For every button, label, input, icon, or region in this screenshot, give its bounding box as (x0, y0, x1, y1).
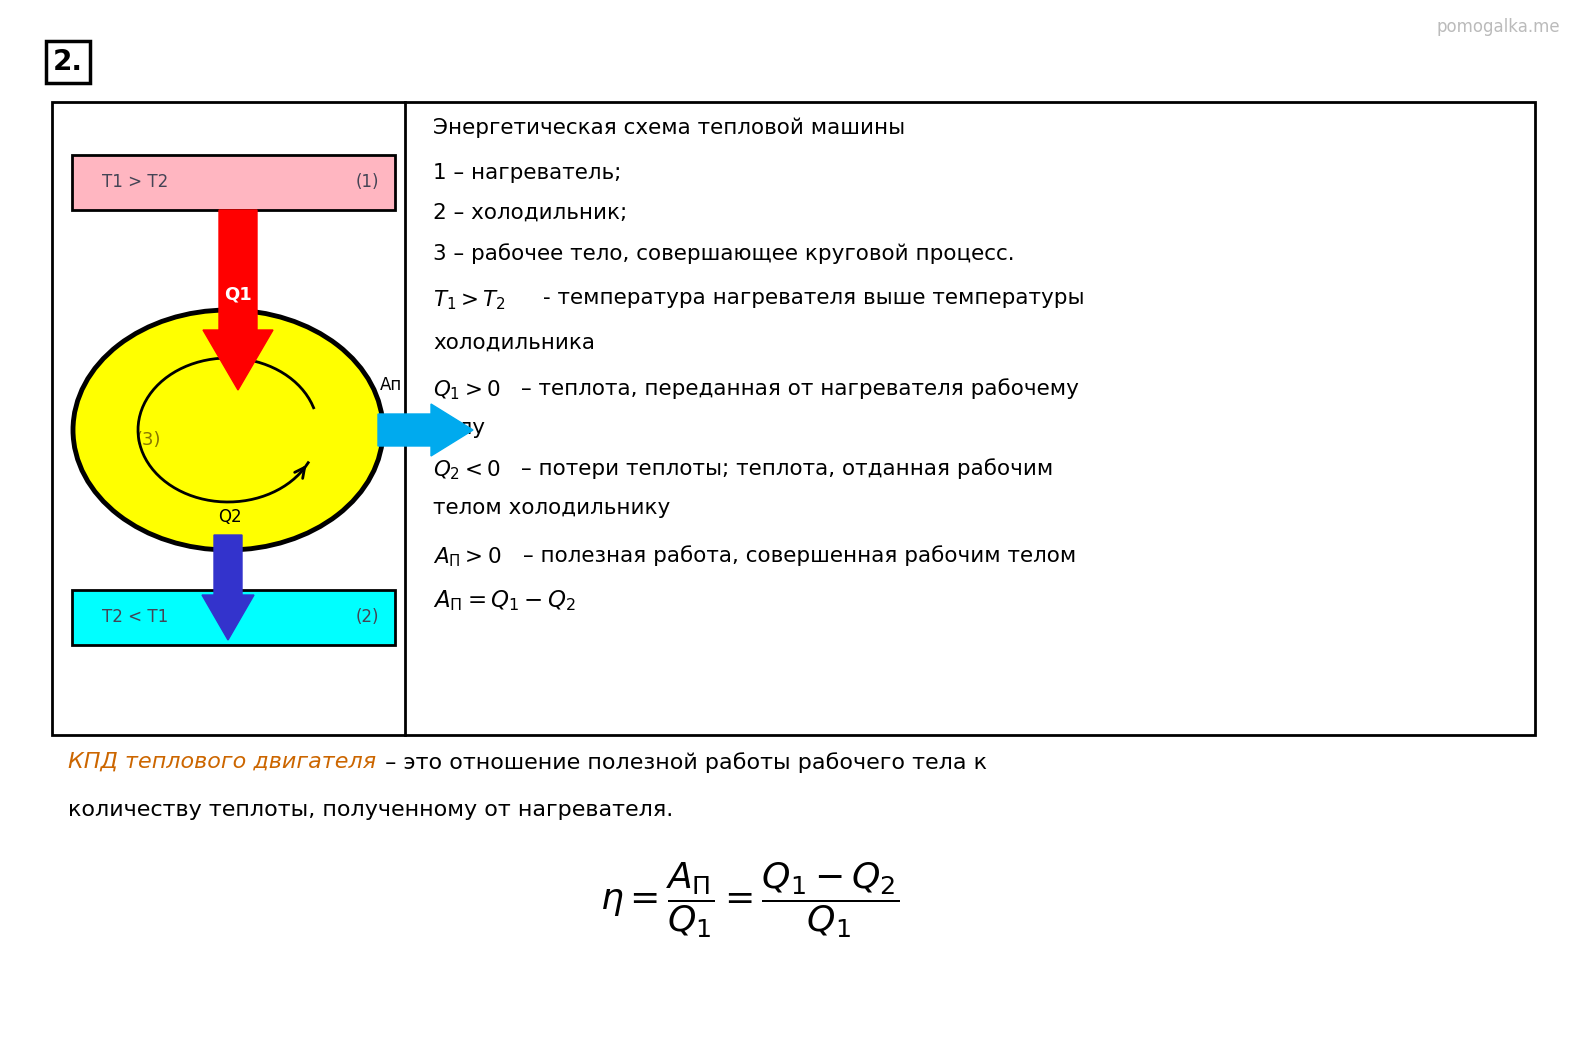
Text: (3): (3) (134, 431, 161, 449)
Text: количеству теплоты, полученному от нагревателя.: количеству теплоты, полученному от нагре… (68, 800, 674, 820)
Text: $\mathit{A}_\mathsf{\Pi} = \mathit{Q}_1 - \mathit{Q}_2$: $\mathit{A}_\mathsf{\Pi} = \mathit{Q}_1 … (433, 588, 576, 612)
Text: – теплота, переданная от нагревателя рабочему: – теплота, переданная от нагревателя раб… (520, 378, 1079, 399)
Text: Энергетическая схема тепловой машины: Энергетическая схема тепловой машины (433, 118, 905, 138)
Text: КПД теплового двигателя: КПД теплового двигателя (68, 752, 377, 772)
Text: Q2: Q2 (218, 508, 242, 526)
Text: T2 < T1: T2 < T1 (101, 608, 168, 626)
Text: (1): (1) (356, 173, 378, 191)
Text: телу: телу (433, 418, 486, 438)
Text: $\mathit{T}_1 > \mathit{T}_2$: $\mathit{T}_1 > \mathit{T}_2$ (433, 288, 506, 312)
Text: $\mathit{A}_\mathsf{\Pi} > 0$: $\mathit{A}_\mathsf{\Pi} > 0$ (433, 545, 501, 569)
Text: Aп: Aп (380, 376, 402, 394)
Bar (73, 591, 396, 645)
Ellipse shape (73, 310, 383, 550)
Text: – потери теплоты; теплота, отданная рабочим: – потери теплоты; теплота, отданная рабо… (520, 458, 1054, 478)
Text: телом холодильнику: телом холодильнику (433, 498, 671, 518)
Text: 2.: 2. (54, 48, 82, 76)
Text: - температура нагревателя выше температуры: - температура нагревателя выше температу… (543, 288, 1085, 308)
Text: 1 – нагреватель;: 1 – нагреватель; (433, 163, 622, 183)
FancyArrow shape (202, 535, 255, 640)
FancyArrow shape (378, 404, 473, 456)
Text: 2 – холодильник;: 2 – холодильник; (433, 203, 626, 223)
Text: pomogalka.me: pomogalka.me (1436, 18, 1560, 36)
Text: $\eta = \dfrac{A_\Pi}{Q_1} = \dfrac{Q_1 - Q_2}{Q_1}$: $\eta = \dfrac{A_\Pi}{Q_1} = \dfrac{Q_1 … (601, 861, 900, 939)
FancyArrow shape (202, 210, 274, 389)
Text: 3 – рабочее тело, совершающее круговой процесс.: 3 – рабочее тело, совершающее круговой п… (433, 243, 1014, 264)
Text: $\mathit{Q}_2 < 0$: $\mathit{Q}_2 < 0$ (433, 458, 501, 482)
Text: – полезная работа, совершенная рабочим телом: – полезная работа, совершенная рабочим т… (524, 545, 1076, 565)
Bar (73, 155, 396, 210)
Text: – это отношение полезной работы рабочего тела к: – это отношение полезной работы рабочего… (378, 752, 987, 773)
Bar (52, 102, 1535, 735)
Text: холодильника: холодильника (433, 333, 595, 353)
Text: $\mathit{Q}_1 > 0$: $\mathit{Q}_1 > 0$ (433, 378, 501, 402)
Text: (2): (2) (356, 608, 378, 626)
Text: T1 > T2: T1 > T2 (101, 173, 168, 191)
Text: Q1: Q1 (225, 286, 252, 304)
